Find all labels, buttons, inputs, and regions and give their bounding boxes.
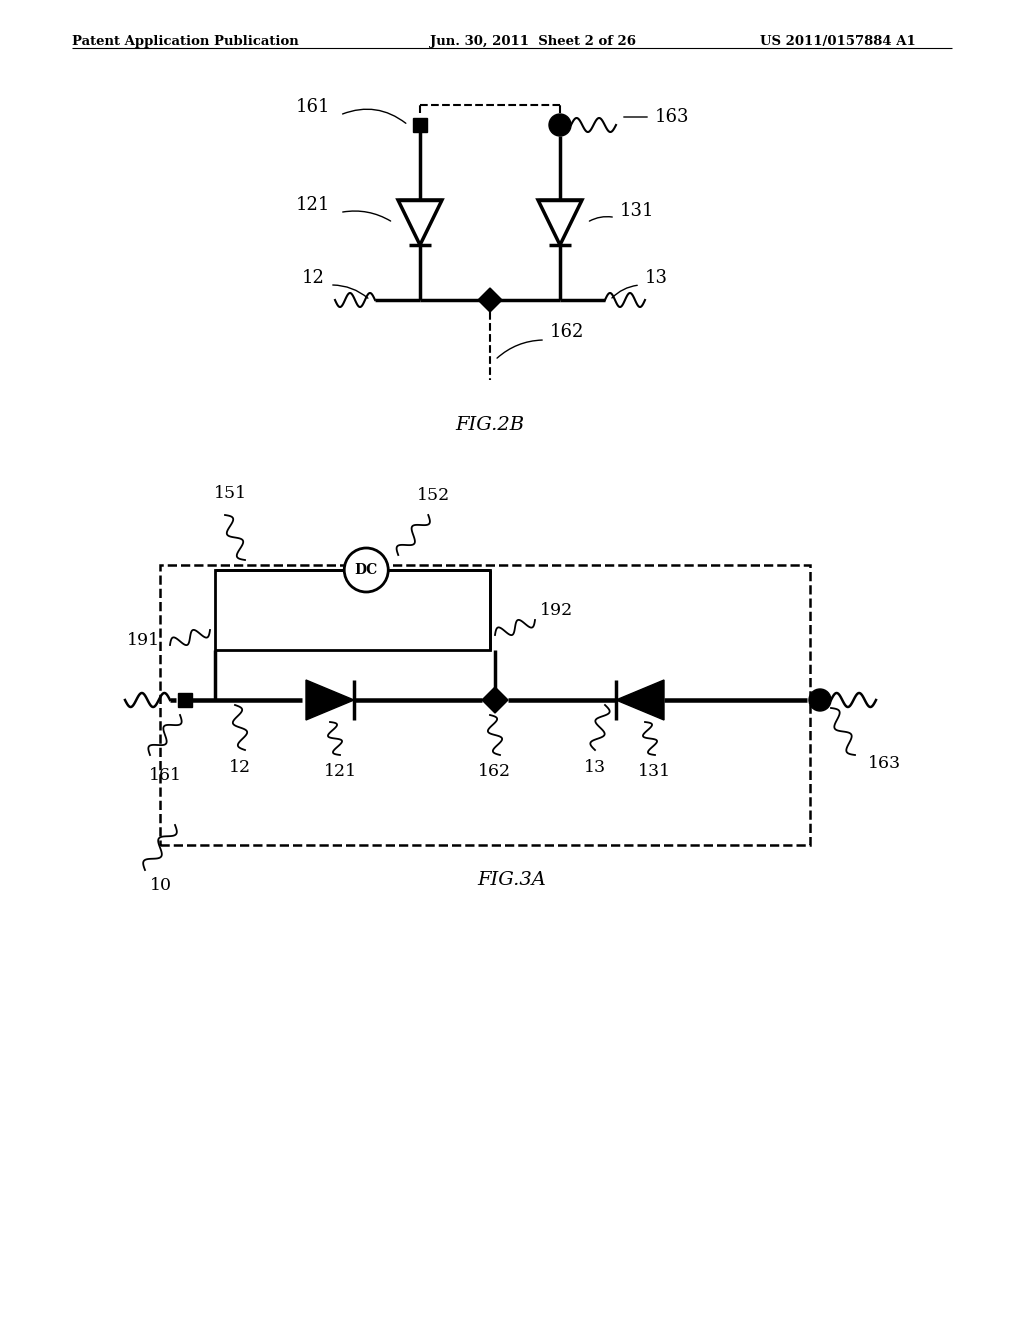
Text: 152: 152 bbox=[417, 487, 450, 504]
Text: 191: 191 bbox=[127, 632, 160, 649]
Text: 161: 161 bbox=[296, 98, 330, 116]
Text: 162: 162 bbox=[478, 763, 512, 780]
Text: 151: 151 bbox=[213, 484, 247, 502]
Text: 162: 162 bbox=[550, 323, 585, 341]
Text: 192: 192 bbox=[540, 602, 573, 619]
Text: 12: 12 bbox=[229, 759, 251, 776]
Text: 121: 121 bbox=[296, 195, 330, 214]
Circle shape bbox=[549, 114, 571, 136]
Circle shape bbox=[344, 548, 388, 591]
Text: 161: 161 bbox=[148, 767, 181, 784]
Text: 13: 13 bbox=[584, 759, 606, 776]
Text: Jun. 30, 2011  Sheet 2 of 26: Jun. 30, 2011 Sheet 2 of 26 bbox=[430, 36, 636, 48]
Polygon shape bbox=[482, 686, 508, 713]
Text: 163: 163 bbox=[655, 108, 689, 125]
Text: FIG.2B: FIG.2B bbox=[456, 416, 524, 434]
Text: 163: 163 bbox=[868, 755, 901, 772]
Bar bbox=[160, 565, 810, 845]
Polygon shape bbox=[306, 680, 354, 719]
Text: 121: 121 bbox=[324, 763, 356, 780]
Text: 131: 131 bbox=[638, 763, 672, 780]
Polygon shape bbox=[616, 680, 664, 719]
Bar bbox=[178, 693, 193, 708]
Text: FIG.3A: FIG.3A bbox=[477, 871, 547, 888]
Text: 13: 13 bbox=[645, 269, 668, 286]
Text: DC: DC bbox=[354, 564, 378, 577]
Text: 10: 10 bbox=[150, 876, 172, 894]
Bar bbox=[215, 570, 490, 649]
Text: US 2011/0157884 A1: US 2011/0157884 A1 bbox=[760, 36, 915, 48]
Text: Patent Application Publication: Patent Application Publication bbox=[72, 36, 299, 48]
Circle shape bbox=[809, 689, 831, 711]
Text: 12: 12 bbox=[302, 269, 325, 286]
Text: 131: 131 bbox=[620, 202, 654, 219]
Polygon shape bbox=[478, 288, 502, 312]
Bar bbox=[413, 117, 427, 132]
